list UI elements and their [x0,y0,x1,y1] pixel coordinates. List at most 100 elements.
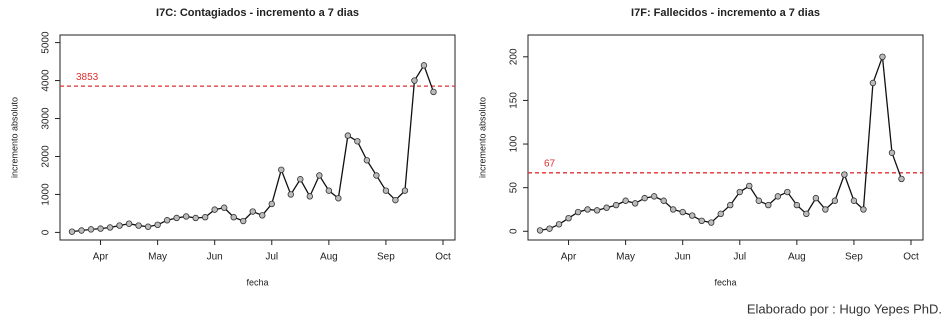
data-point [401,187,409,194]
data-point [68,228,76,235]
x-axis-label: fecha [714,277,736,287]
data-point [603,204,610,211]
y-tick-label: 1000 [41,183,52,206]
data-point [736,188,743,196]
data-point [898,175,905,183]
data-point [325,187,333,194]
y-axis-label: incremento absoluto [9,97,19,178]
data-point [708,219,715,226]
data-point [774,193,782,200]
data-point [373,172,380,179]
data-point [154,221,161,229]
data-point [593,207,601,214]
data-point [755,197,762,204]
chart-title: I7C: Contagiados - incremento a 7 dias [156,7,359,19]
x-tick-label: Sep [377,252,395,263]
data-point [363,157,371,164]
data-point [240,217,247,225]
x-tick-label: Jul [733,252,746,263]
data-point [546,225,553,232]
data-point [430,88,437,96]
x-tick-label: May [616,252,635,263]
x-tick-label: Apr [93,252,109,263]
y-tick-label: 150 [509,92,520,109]
data-point [841,171,848,178]
data-point [879,53,886,61]
data-point [717,210,724,218]
data-point [689,212,696,219]
reference-label: 3853 [76,72,99,83]
data-point [287,191,294,198]
data-point [125,220,133,227]
data-point [660,197,667,204]
reference-label: 67 [544,158,556,169]
data-point [784,188,791,196]
data-point [268,200,275,208]
data-point [536,227,544,234]
data-point [698,217,705,225]
x-tick-label: Oct [435,252,451,263]
data-point [420,62,428,69]
y-tick-label: 100 [509,135,520,152]
x-tick-label: Aug [788,252,806,263]
data-point [297,176,304,183]
data-point [201,214,209,221]
data-point [144,223,152,230]
data-point [641,194,648,202]
data-point [860,206,867,213]
y-tick-label: 0 [509,228,520,234]
data-point [746,182,753,190]
y-tick-label: 50 [509,182,520,194]
data-point [87,226,95,233]
plot-box [59,34,456,241]
data-point [344,132,352,139]
data-point [97,225,104,232]
y-tick-label: 0 [41,229,52,235]
y-axis-label: incremento absoluto [477,97,487,178]
data-point [679,208,686,216]
x-tick-label: Apr [561,252,577,263]
data-point [831,197,839,204]
x-tick-label: Sep [845,252,863,263]
data-point [727,201,734,209]
data-point [622,197,629,204]
data-point [221,204,228,211]
x-tick-label: Jun [675,252,691,263]
data-point [306,193,314,200]
y-tick-label: 200 [509,48,520,65]
x-tick-label: Aug [320,252,338,263]
x-axis-label: fecha [246,277,268,287]
data-point [230,214,237,221]
data-point [803,210,810,218]
footer: Elaborado por : Hugo Yepes PhD. [747,301,942,316]
data-point [812,194,820,202]
data-point [555,221,563,228]
data-point [173,214,180,222]
data-point [278,166,285,173]
data-point [574,208,582,216]
data-point [259,212,266,219]
data-point [650,193,658,200]
x-tick-label: Oct [903,252,919,263]
data-point [411,77,418,84]
data-point [822,206,829,213]
data-point [392,196,399,204]
data-point [116,222,123,229]
x-tick-label: May [148,252,167,263]
data-point [382,187,390,194]
series-line [539,56,903,232]
data-point [182,213,190,220]
data-point [316,172,323,179]
y-tick-label: 2000 [41,145,52,168]
data-point [869,79,877,87]
data-point [135,222,142,229]
y-tick-label: 4000 [41,69,52,92]
data-point [793,201,801,209]
data-point [192,214,199,222]
y-tick-label: 5000 [41,31,52,54]
data-point [565,214,572,222]
x-tick-label: Jun [207,252,223,263]
data-point [612,201,620,209]
data-point [249,208,256,215]
